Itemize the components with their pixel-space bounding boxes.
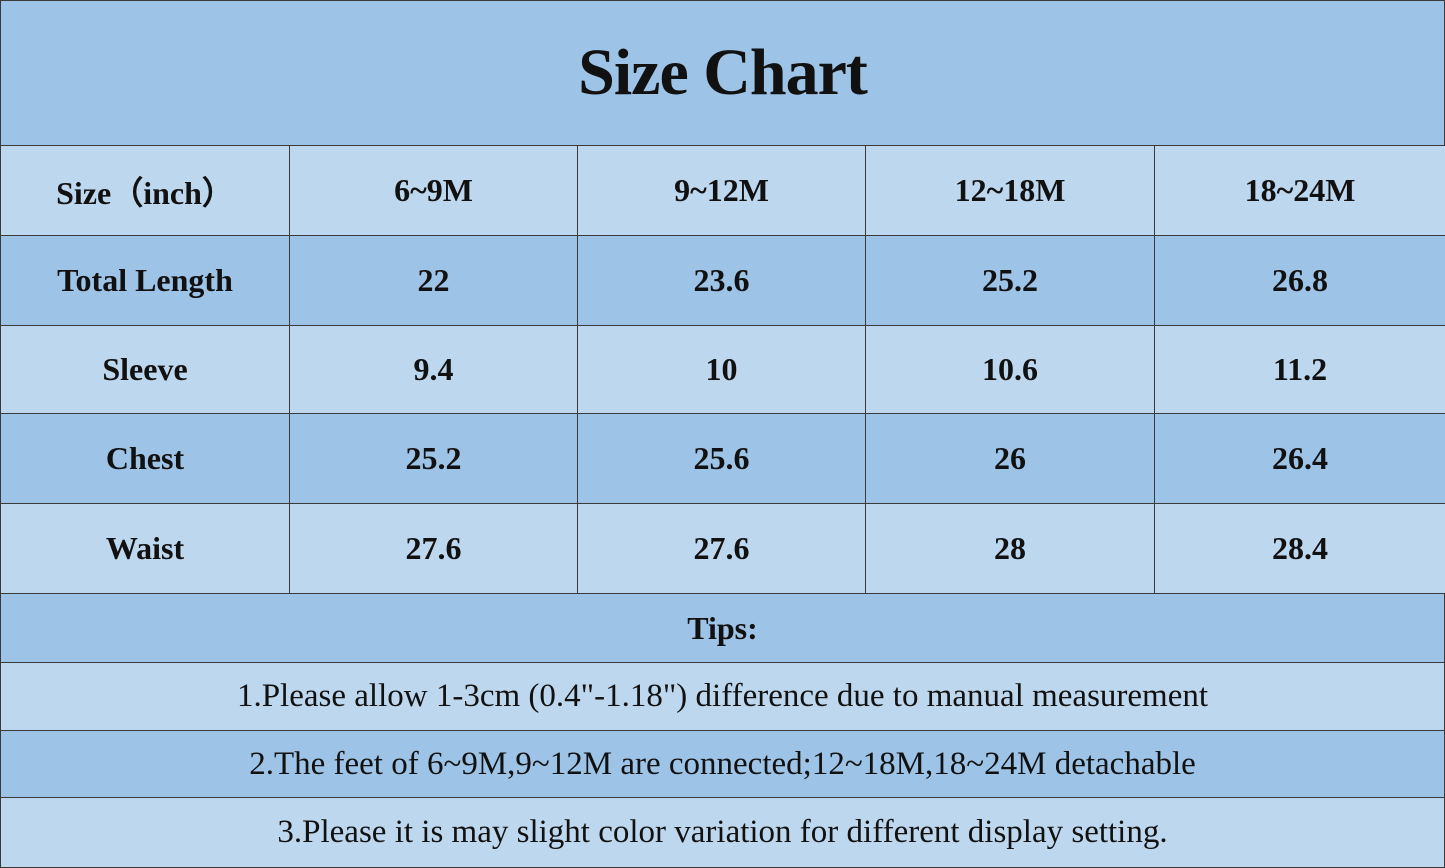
table-cell: 27.6	[289, 503, 578, 594]
table-cell: 27.6	[577, 503, 866, 594]
tip: 1.Please allow 1-3cm (0.4"-1.18") differ…	[0, 662, 1445, 731]
tip: 2.The feet of 6~9M,9~12M are connected;1…	[0, 730, 1445, 798]
table-cell: 11.2	[1154, 325, 1445, 414]
table-cell: 10	[577, 325, 866, 414]
table-cell: 26	[865, 413, 1155, 504]
table-cell: 22	[289, 235, 578, 326]
table-cell: 10.6	[865, 325, 1155, 414]
title: Size Chart	[0, 0, 1445, 146]
header-cell: 12~18M	[865, 145, 1155, 236]
tip: 3.Please it is may slight color variatio…	[0, 797, 1445, 868]
header-cell: 6~9M	[289, 145, 578, 236]
row-label: Total Length	[0, 235, 290, 326]
header-cell: 18~24M	[1154, 145, 1445, 236]
row-label: Waist	[0, 503, 290, 594]
table-cell: 28.4	[1154, 503, 1445, 594]
row-label: Chest	[0, 413, 290, 504]
table-cell: 25.2	[865, 235, 1155, 326]
row-label: Sleeve	[0, 325, 290, 414]
table-cell: 23.6	[577, 235, 866, 326]
header-cell: 9~12M	[577, 145, 866, 236]
header-cell: Size（inch）	[0, 145, 290, 236]
tips-heading: Tips:	[0, 593, 1445, 663]
table-cell: 26.4	[1154, 413, 1445, 504]
table-cell: 28	[865, 503, 1155, 594]
table-cell: 26.8	[1154, 235, 1445, 326]
table-cell: 25.2	[289, 413, 578, 504]
table-cell: 9.4	[289, 325, 578, 414]
table-cell: 25.6	[577, 413, 866, 504]
